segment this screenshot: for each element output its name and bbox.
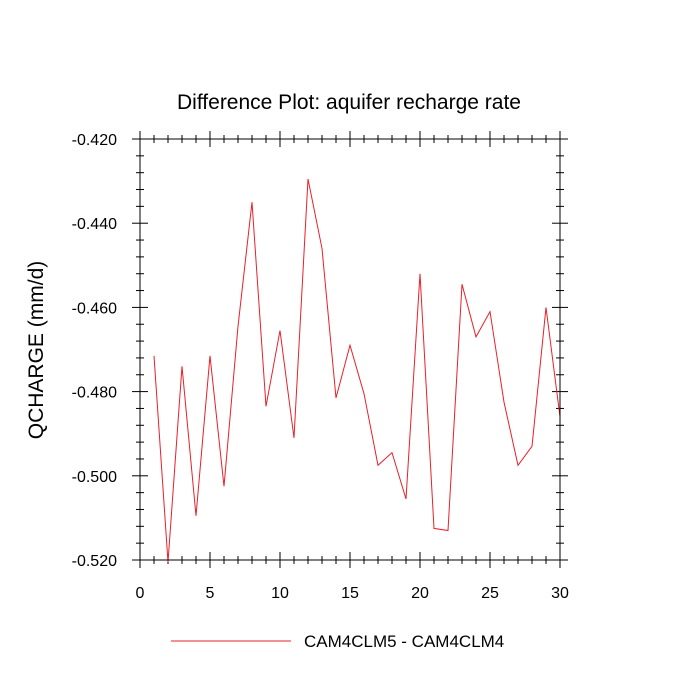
series-line	[153, 178, 560, 563]
tick-labels: 0 5 10 15 20 25 30 -0.520 -0.500 -0.480 -0.460 -0.4…	[72, 132, 569, 602]
plot-frame	[139, 138, 561, 561]
y-tick-label: -0.440	[72, 216, 117, 233]
y-tick-label: -0.500	[72, 469, 117, 486]
x-tick-label: 30	[551, 585, 569, 602]
x-tick-label: 5	[206, 585, 215, 602]
x-tick-label: 20	[411, 585, 429, 602]
y-tick-label: -0.520	[72, 553, 117, 570]
x-tick-label: 10	[271, 585, 289, 602]
series-layer	[153, 178, 560, 563]
legend: CAM4CLM5 - CAM4CLM4	[171, 632, 504, 651]
chart-title: Difference Plot: aquifer recharge rate	[177, 91, 521, 114]
x-tick-label: 0	[136, 585, 145, 602]
y-axis-label: QCHARGE (mm/d)	[25, 261, 48, 440]
y-tick-label: -0.480	[72, 385, 117, 402]
y-tick-label: -0.460	[72, 300, 117, 317]
x-tick-label: 15	[341, 585, 359, 602]
y-tick-label: -0.420	[72, 132, 117, 149]
x-tick-label: 25	[481, 585, 499, 602]
legend-label: CAM4CLM5 - CAM4CLM4	[304, 632, 504, 651]
